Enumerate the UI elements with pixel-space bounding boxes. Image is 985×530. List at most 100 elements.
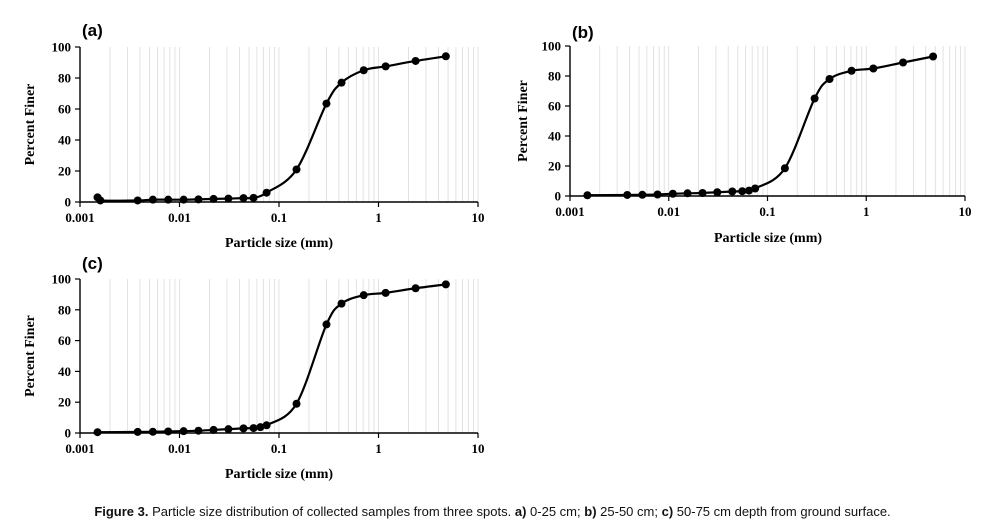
data-point (194, 426, 203, 435)
x-tick-label: 1 (375, 210, 382, 225)
y-tick-label: 40 (58, 364, 71, 379)
caption-part-c-label: c) (661, 504, 674, 519)
caption-part-b-label: b) (584, 504, 597, 519)
data-point (359, 66, 368, 75)
data-point (322, 320, 331, 329)
data-point (164, 195, 173, 204)
data-point (653, 190, 662, 199)
caption-part-a-text: 0-25 cm; (530, 504, 581, 519)
y-tick-label: 40 (548, 129, 561, 144)
y-tick-label: 20 (58, 395, 71, 410)
data-point (239, 424, 248, 433)
data-point (292, 165, 301, 174)
x-tick-label: 1 (863, 204, 870, 219)
data-point (133, 196, 142, 205)
y-tick-label: 60 (548, 99, 561, 114)
data-point (780, 164, 789, 173)
y-axis-title: Percent Finer (23, 315, 38, 397)
x-tick-label: 10 (472, 441, 485, 456)
data-point (239, 194, 248, 203)
data-point (638, 190, 647, 199)
data-point (668, 189, 677, 198)
x-tick-label: 0.001 (65, 210, 94, 225)
data-point (322, 99, 331, 108)
data-point (148, 427, 157, 436)
data-point (381, 62, 390, 71)
data-point (179, 195, 188, 204)
data-point (411, 284, 420, 293)
y-tick-label: 80 (548, 69, 561, 84)
data-point (96, 196, 105, 205)
y-tick-label: 0 (555, 189, 562, 204)
panel-label: (b) (572, 23, 594, 42)
data-point (133, 427, 142, 436)
data-point (698, 189, 707, 197)
y-tick-label: 80 (58, 302, 71, 317)
y-tick-label: 40 (58, 133, 71, 148)
data-point (224, 425, 233, 434)
data-point (623, 190, 632, 199)
data-point (745, 186, 754, 195)
y-tick-label: 80 (58, 71, 71, 86)
data-point (194, 195, 203, 204)
data-point (93, 428, 102, 437)
data-point (249, 193, 258, 202)
data-point (209, 194, 218, 203)
data-point (209, 425, 218, 434)
y-tick-label: 20 (58, 164, 71, 179)
panel-label: (c) (82, 254, 103, 273)
panel-label: (a) (82, 21, 103, 40)
data-point (249, 424, 258, 433)
data-point (847, 66, 856, 75)
x-tick-label: 0.1 (759, 204, 775, 219)
data-point (262, 188, 271, 197)
data-point (738, 187, 747, 196)
y-tick-label: 0 (65, 195, 72, 210)
x-axis-title: Particle size (mm) (714, 231, 822, 246)
x-axis-title: Particle size (mm) (225, 236, 333, 251)
x-tick-label: 0.001 (555, 204, 584, 219)
x-tick-label: 10 (472, 210, 485, 225)
data-point (179, 427, 188, 436)
data-point (810, 94, 819, 103)
caption-part-c-text: 50-75 cm depth from ground surface. (676, 504, 891, 519)
data-point (381, 288, 390, 297)
y-tick-label: 100 (52, 272, 72, 287)
data-point (869, 64, 878, 73)
y-axis-title: Percent Finer (516, 80, 531, 162)
data-point (899, 58, 908, 67)
data-point (825, 75, 834, 83)
data-point (359, 291, 368, 300)
data-point (583, 191, 592, 200)
caption-text: Particle size distribution of collected … (152, 504, 512, 519)
figure-caption: Figure 3. Particle size distribution of … (0, 504, 985, 519)
y-tick-label: 20 (548, 159, 561, 174)
caption-part-a-label: a) (514, 504, 527, 519)
data-point (683, 189, 692, 198)
data-point (441, 52, 450, 61)
data-point (164, 427, 173, 436)
y-axis-title: Percent Finer (23, 84, 38, 166)
x-tick-label: 0.1 (271, 441, 287, 456)
x-axis-title: Particle size (mm) (225, 467, 333, 482)
x-tick-label: 0.1 (271, 210, 287, 225)
data-point (256, 423, 265, 432)
caption-part-b-text: 25-50 cm; (600, 504, 658, 519)
data-point (337, 299, 346, 308)
chart-panel-b: 0 20 40 60 80 100 0.001 0.01 0.1 1 10 Particle size… (516, 23, 972, 246)
data-point (713, 188, 722, 197)
data-point (411, 56, 420, 65)
x-tick-label: 0.01 (168, 441, 191, 456)
data-point (728, 187, 737, 196)
x-tick-label: 0.001 (65, 441, 94, 456)
y-tick-label: 100 (542, 39, 562, 54)
y-tick-label: 100 (52, 40, 72, 55)
data-point (224, 194, 233, 203)
data-point (337, 78, 346, 87)
y-tick-label: 60 (58, 102, 71, 117)
x-tick-label: 10 (959, 204, 972, 219)
series-line (95, 55, 446, 202)
data-point (292, 399, 301, 408)
data-point (929, 52, 938, 61)
